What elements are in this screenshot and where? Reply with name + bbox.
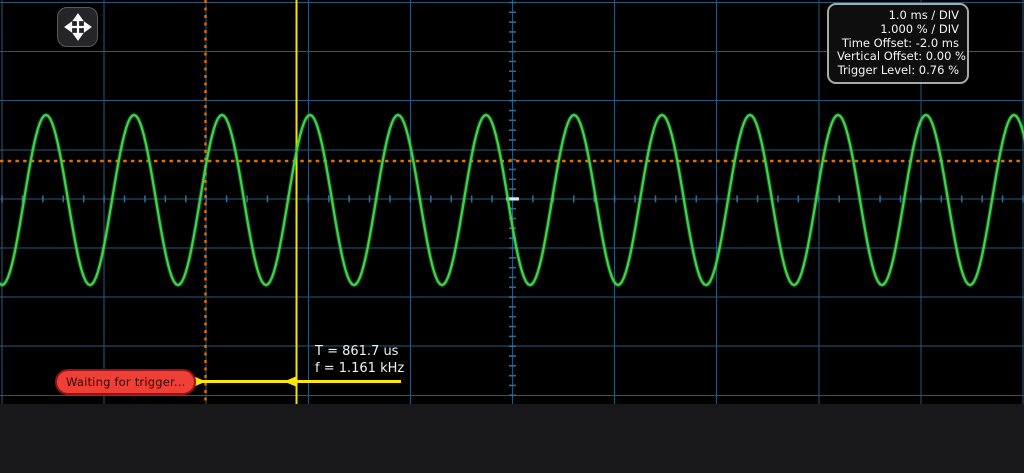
period-arrow-head-right — [193, 376, 206, 387]
measurement-readout: T = 861.7 us f = 1.161 kHz — [315, 344, 404, 377]
waveform-trace — [0, 113, 1024, 287]
settings-info-panel: 1.0 ms / DIV 1.000 % / DIV Time Offset: … — [827, 3, 969, 84]
oscilloscope-display[interactable]: 1.0 ms / DIV 1.000 % / DIV Time Offset: … — [0, 0, 1024, 404]
trigger-level-readout: Trigger Level: 0.76 % — [837, 63, 959, 78]
vertical-offset-readout: Vertical Offset: 0.00 % — [837, 49, 966, 64]
move-icon — [63, 13, 92, 41]
period-arrow-head-left — [284, 376, 297, 387]
center-marker — [506, 197, 519, 201]
time-offset-readout: Time Offset: -2.0 ms — [841, 35, 959, 50]
trigger-status-badge: Waiting for trigger... — [55, 369, 197, 395]
frequency-measurement: f = 1.161 kHz — [315, 360, 405, 376]
pan-tool-button[interactable] — [57, 7, 98, 47]
period-measurement: T = 861.7 us — [315, 344, 399, 359]
bottom-toolbar: Trigger Measure — [0, 404, 1024, 473]
trigger-status-text: Waiting for trigger... — [66, 375, 186, 389]
scope-canvas — [0, 0, 1024, 404]
vertical-scale-readout: 1.000 % / DIV — [880, 21, 959, 36]
timebase-readout: 1.0 ms / DIV — [888, 8, 959, 22]
